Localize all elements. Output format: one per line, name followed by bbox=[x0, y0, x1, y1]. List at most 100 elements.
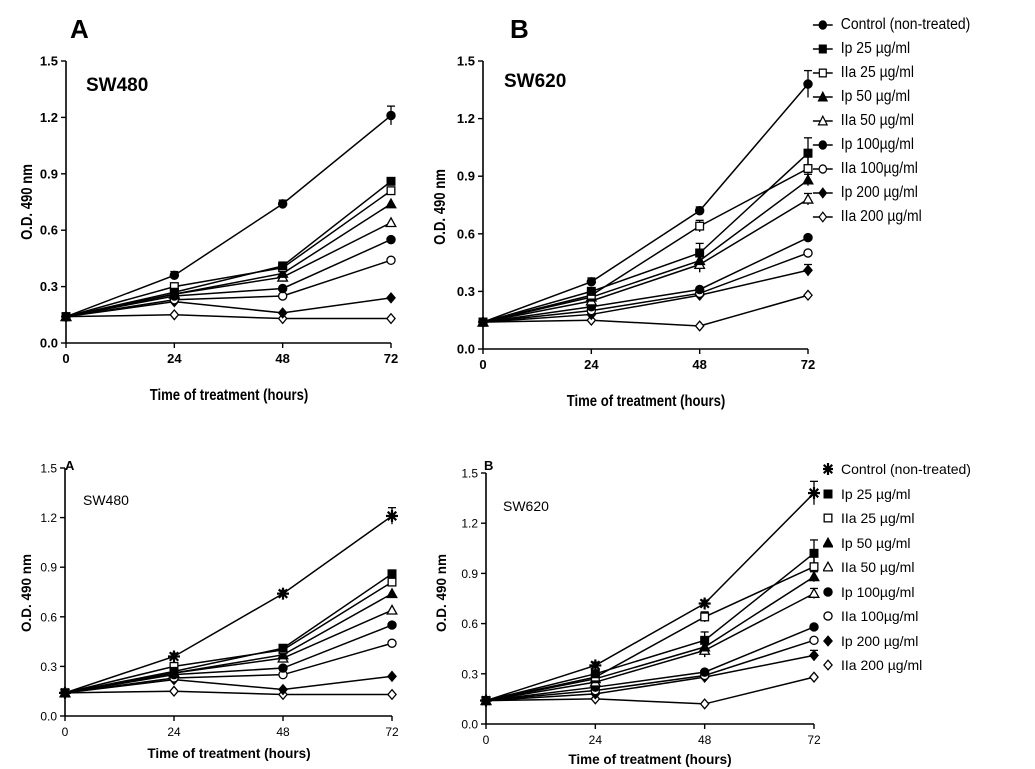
series-line bbox=[64, 690, 392, 696]
data-point bbox=[385, 216, 397, 228]
data-point bbox=[586, 286, 596, 296]
data-point bbox=[803, 79, 813, 89]
panel-letter: B bbox=[510, 14, 529, 44]
y-tick-label: 1.2 bbox=[40, 511, 57, 525]
legend-item: Ip 50 µg/ml bbox=[812, 85, 970, 109]
series-line bbox=[485, 592, 815, 702]
chart-panel-bottom-a: A SW480 0 24 48 72 0.0 0.3 0.6 0.9 1.2 1.5 Time of t… bbox=[19, 458, 399, 761]
legend-marker bbox=[823, 659, 833, 672]
legend-label: IIa 50 µg/ml bbox=[841, 559, 915, 576]
legend-marker bbox=[812, 211, 833, 223]
series-line bbox=[64, 581, 393, 694]
series-line bbox=[65, 180, 392, 318]
y-axis-title: O.D. 490 nm bbox=[19, 164, 36, 240]
y-tick-label: 0.9 bbox=[40, 561, 57, 575]
data-point bbox=[693, 254, 706, 266]
data-point bbox=[694, 284, 705, 295]
legend-label: Ip 100µg/ml bbox=[841, 583, 915, 600]
y-axis-title: O.D. 490 nm bbox=[432, 169, 449, 245]
x-tick-label: 48 bbox=[276, 725, 290, 739]
series-line bbox=[64, 624, 393, 694]
legend-item: IIa 200 µg/ml bbox=[823, 653, 971, 678]
series-line bbox=[482, 83, 809, 323]
x-tick-label: 48 bbox=[275, 351, 289, 366]
data-point bbox=[278, 261, 288, 271]
data-point bbox=[59, 686, 71, 699]
data-point bbox=[809, 548, 819, 558]
legend-label: Ip 50 µg/ml bbox=[841, 534, 911, 551]
y-tick-label: 0.9 bbox=[457, 169, 475, 184]
data-point bbox=[803, 289, 813, 302]
legend-marker bbox=[823, 561, 833, 572]
series-line bbox=[482, 179, 809, 323]
legend-marker bbox=[812, 44, 833, 54]
data-point bbox=[385, 197, 397, 209]
legend-symbol bbox=[818, 68, 827, 78]
data-point bbox=[694, 206, 705, 216]
panel-letter: A bbox=[70, 14, 89, 44]
legend-symbol bbox=[823, 561, 833, 572]
legend-label: Ip 25 µg/ml bbox=[840, 40, 911, 57]
series-line bbox=[65, 238, 392, 318]
legend-marker bbox=[823, 611, 833, 621]
legend-symbol bbox=[823, 489, 833, 499]
x-tick-label: 0 bbox=[62, 725, 69, 739]
y-tick-label: 1.5 bbox=[461, 467, 478, 481]
y-tick-label: 1.2 bbox=[40, 110, 58, 125]
series-line bbox=[65, 297, 392, 318]
series-line bbox=[65, 190, 392, 318]
legend-item: Ip 100µg/ml bbox=[823, 580, 971, 605]
series-line bbox=[65, 259, 392, 318]
y-tick-label: 0.0 bbox=[40, 336, 58, 351]
legend-marker bbox=[812, 90, 833, 102]
legend-symbol bbox=[818, 44, 827, 54]
legend-label: Ip 100µg/ml bbox=[840, 136, 914, 153]
data-point bbox=[803, 232, 813, 243]
y-tick-label: 1.2 bbox=[461, 517, 478, 531]
series-line bbox=[482, 167, 809, 323]
x-tick-label: 0 bbox=[62, 351, 69, 366]
x-tick-label: 72 bbox=[807, 733, 821, 747]
data-point bbox=[386, 234, 396, 245]
data-point bbox=[277, 283, 288, 294]
x-tick-label: 24 bbox=[584, 357, 599, 372]
data-point bbox=[277, 199, 288, 209]
legend-item: Ip 25 µg/ml bbox=[823, 482, 971, 507]
data-point bbox=[802, 193, 814, 204]
data-point bbox=[168, 650, 180, 663]
series-line bbox=[65, 314, 391, 320]
data-point bbox=[802, 173, 814, 185]
legend-label: Ip 200 µg/ml bbox=[840, 184, 918, 201]
data-point bbox=[278, 663, 288, 673]
legend-symbol bbox=[823, 611, 833, 621]
data-point bbox=[278, 643, 288, 653]
legend-bottom: Control (non-treated) Ip 25 µg/ml IIa 25 µ… bbox=[823, 457, 971, 678]
legend-item: Control (non-treated) bbox=[812, 13, 970, 37]
panel-title: SW620 bbox=[503, 498, 549, 514]
legend-label: Control (non-treated) bbox=[840, 16, 971, 33]
panel-title: SW620 bbox=[504, 71, 566, 92]
series-line bbox=[64, 573, 393, 694]
data-point bbox=[694, 320, 705, 332]
legend-label: IIa 25 µg/ml bbox=[841, 510, 915, 527]
series-line bbox=[485, 654, 815, 702]
legend-item: IIa 50 µg/ml bbox=[823, 555, 971, 580]
series-line bbox=[65, 203, 392, 318]
legend-marker bbox=[812, 20, 833, 30]
series-line bbox=[482, 252, 809, 323]
legend-symbol bbox=[818, 164, 828, 174]
legend-item: Ip 50 µg/ml bbox=[823, 531, 971, 556]
series-line bbox=[64, 642, 393, 694]
y-axis-title: O.D. 490 nm bbox=[19, 554, 34, 632]
data-point bbox=[698, 640, 711, 652]
data-point bbox=[699, 698, 710, 710]
panel-letter: B bbox=[484, 458, 493, 473]
y-tick-label: 0.9 bbox=[40, 166, 58, 181]
legend-marker bbox=[823, 513, 833, 523]
series-line bbox=[482, 198, 809, 323]
data-point bbox=[386, 509, 398, 522]
legend-symbol bbox=[823, 536, 833, 548]
legend-item: IIa 50 µg/ml bbox=[812, 109, 970, 133]
data-point bbox=[386, 176, 396, 186]
series-line bbox=[64, 515, 393, 694]
